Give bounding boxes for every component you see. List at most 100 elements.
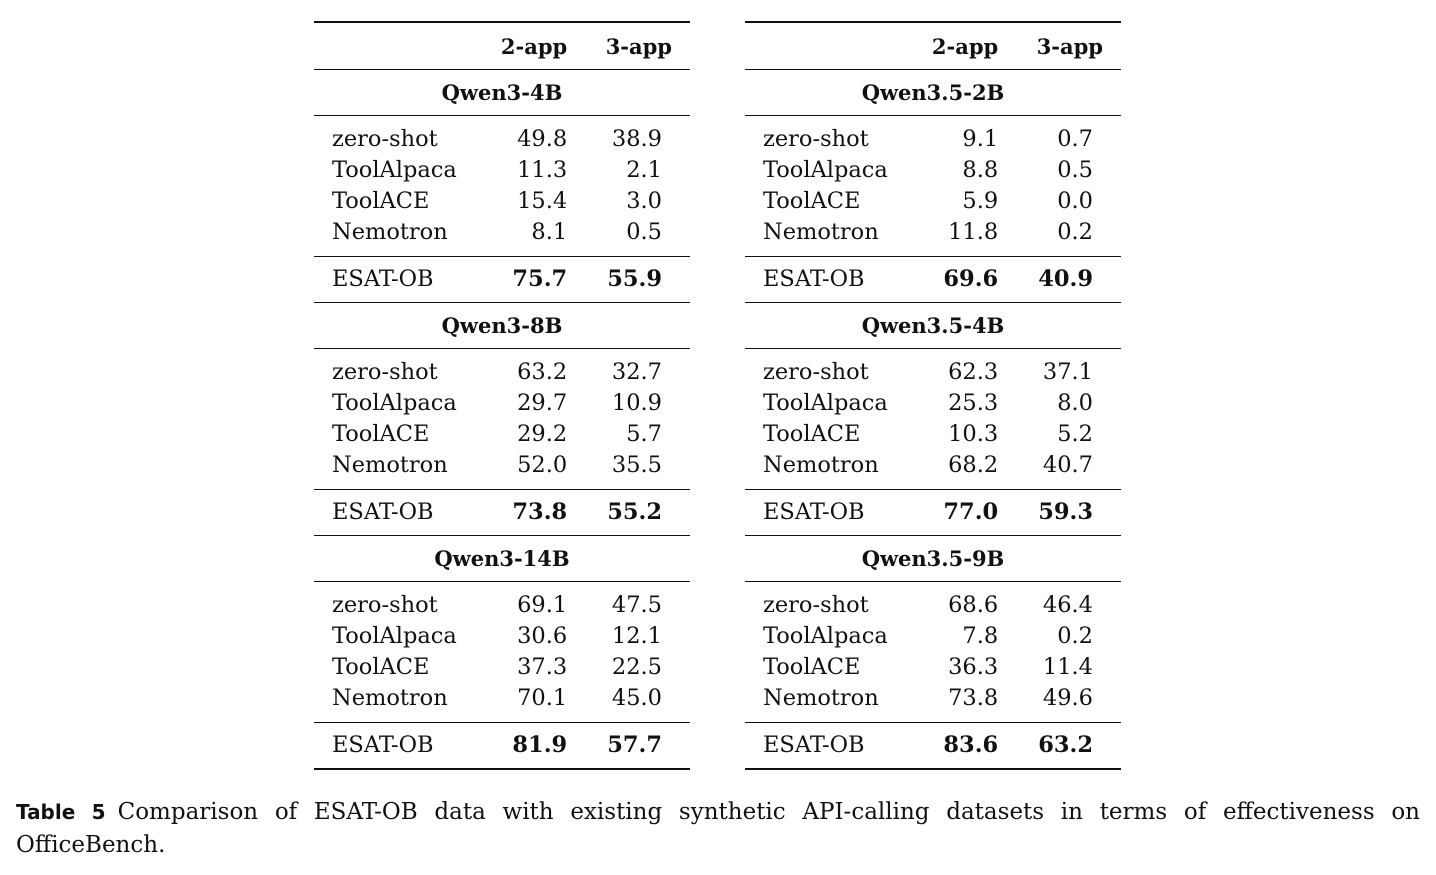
score-3-app-best: 59.3 <box>998 489 1121 536</box>
table-row: ToolACE 36.3 11.4 <box>745 652 1121 683</box>
method-name: ESAT-OB <box>314 256 501 303</box>
score-3-app: 35.5 <box>611 452 662 478</box>
score-3-app: 0.2 <box>1057 219 1093 245</box>
score-2-app: 37.3 <box>517 654 568 680</box>
score-2-app: 8.1 <box>531 219 568 245</box>
table-row: zero-shot 49.8 38.9 <box>314 116 690 156</box>
score-2-app-best: 77.0 <box>931 489 999 536</box>
score-2-app: 68.6 <box>948 592 999 618</box>
score-2-app: 62.3 <box>948 359 999 385</box>
table-row: Nemotron 70.1 45.0 <box>314 683 690 723</box>
caption-label: Table 5 <box>16 800 106 824</box>
method-name: ToolAlpaca <box>332 157 457 183</box>
score-3-app: 8.0 <box>1057 390 1093 416</box>
header-2-app: 2-app <box>931 33 999 59</box>
score-2-app: 70.1 <box>517 685 568 711</box>
table-row: ToolACE 5.9 0.0 <box>745 186 1121 217</box>
results-table-qwen3-5: 2-app 3-app Qwen3.5-2B zero-shot 9.1 0.7 ToolA… <box>745 21 1121 770</box>
method-name: Nemotron <box>763 685 879 711</box>
method-name: Nemotron <box>332 452 448 478</box>
score-2-app: 29.7 <box>517 390 568 416</box>
score-2-app: 15.4 <box>517 188 568 214</box>
score-2-app-best: 75.7 <box>500 256 568 303</box>
header-3-app: 3-app <box>1036 33 1103 59</box>
score-3-app: 0.2 <box>1057 623 1093 649</box>
model-name: Qwen3-4B <box>314 69 690 116</box>
model-name: Qwen3-14B <box>314 535 690 582</box>
esat-row: ESAT-OB 75.7 55.9 <box>314 256 690 303</box>
model-row: Qwen3-8B <box>314 302 690 349</box>
method-name: ESAT-OB <box>314 489 501 536</box>
method-name: zero-shot <box>332 359 438 385</box>
method-name: ToolAlpaca <box>763 157 888 183</box>
score-2-app-best: 83.6 <box>931 722 999 769</box>
method-name: ToolAlpaca <box>332 623 457 649</box>
header-row: 2-app 3-app <box>745 22 1121 70</box>
table-row: ToolACE 15.4 3.0 <box>314 186 690 217</box>
method-name: zero-shot <box>763 592 869 618</box>
table-row: zero-shot 9.1 0.7 <box>745 116 1121 156</box>
method-name: ToolACE <box>763 421 861 447</box>
score-2-app: 73.8 <box>948 685 999 711</box>
model-name: Qwen3.5-9B <box>745 535 1121 582</box>
score-3-app: 47.5 <box>611 592 662 618</box>
score-3-app: 11.4 <box>1042 654 1093 680</box>
score-3-app: 5.2 <box>1057 421 1093 447</box>
model-name: Qwen3.5-4B <box>745 302 1121 349</box>
model-row: Qwen3.5-4B <box>745 302 1121 349</box>
table-row: zero-shot 63.2 32.7 <box>314 349 690 389</box>
table-row: ToolAlpaca 25.3 8.0 <box>745 388 1121 419</box>
method-name: ToolACE <box>763 188 861 214</box>
score-2-app: 10.3 <box>948 421 999 447</box>
method-name: Nemotron <box>763 452 879 478</box>
score-3-app: 49.6 <box>1042 685 1093 711</box>
score-3-app: 32.7 <box>611 359 662 385</box>
score-3-app: 45.0 <box>611 685 662 711</box>
score-3-app: 10.9 <box>611 390 662 416</box>
score-3-app: 37.1 <box>1042 359 1093 385</box>
table-row: ToolAlpaca 7.8 0.2 <box>745 621 1121 652</box>
score-3-app: 12.1 <box>611 623 662 649</box>
score-2-app: 8.8 <box>962 157 999 183</box>
score-3-app: 0.7 <box>1057 126 1093 152</box>
table-row: zero-shot 69.1 47.5 <box>314 582 690 622</box>
score-2-app-best: 81.9 <box>500 722 568 769</box>
score-3-app-best: 55.9 <box>567 256 690 303</box>
results-table: 2-app 3-app Qwen3.5-2B zero-shot 9.1 0.7 ToolA… <box>745 21 1121 770</box>
method-name: ESAT-OB <box>314 722 501 769</box>
score-2-app: 9.1 <box>962 126 999 152</box>
score-2-app: 11.8 <box>948 219 999 245</box>
table-row: Nemotron 73.8 49.6 <box>745 683 1121 723</box>
model-row: Qwen3-4B <box>314 69 690 116</box>
model-row: Qwen3.5-2B <box>745 69 1121 116</box>
header-method <box>745 22 931 70</box>
score-3-app-best: 40.9 <box>998 256 1121 303</box>
results-table-qwen3: 2-app 3-app Qwen3-4B zero-shot 49.8 38.9 ToolA… <box>314 21 690 770</box>
score-2-app: 68.2 <box>948 452 999 478</box>
method-name: Nemotron <box>763 219 879 245</box>
score-2-app: 36.3 <box>948 654 999 680</box>
method-name: ToolAlpaca <box>332 390 457 416</box>
model-row: Qwen3-14B <box>314 535 690 582</box>
method-name: ToolAlpaca <box>763 623 888 649</box>
method-name: ESAT-OB <box>745 722 932 769</box>
score-3-app: 40.7 <box>1042 452 1093 478</box>
score-2-app: 25.3 <box>948 390 999 416</box>
table-row: zero-shot 68.6 46.4 <box>745 582 1121 622</box>
score-2-app: 52.0 <box>517 452 568 478</box>
score-2-app: 63.2 <box>517 359 568 385</box>
esat-row: ESAT-OB 73.8 55.2 <box>314 489 690 536</box>
esat-row: ESAT-OB 83.6 63.2 <box>745 722 1121 769</box>
method-name: ToolACE <box>332 421 430 447</box>
method-name: zero-shot <box>332 126 438 152</box>
score-3-app: 46.4 <box>1042 592 1093 618</box>
model-row: Qwen3.5-9B <box>745 535 1121 582</box>
table-row: zero-shot 62.3 37.1 <box>745 349 1121 389</box>
table-row: Nemotron 8.1 0.5 <box>314 217 690 257</box>
score-3-app: 22.5 <box>611 654 662 680</box>
score-3-app-best: 63.2 <box>998 722 1121 769</box>
score-3-app-best: 55.2 <box>567 489 690 536</box>
score-2-app-best: 69.6 <box>931 256 999 303</box>
method-name: zero-shot <box>332 592 438 618</box>
header-row: 2-app 3-app <box>314 22 690 70</box>
